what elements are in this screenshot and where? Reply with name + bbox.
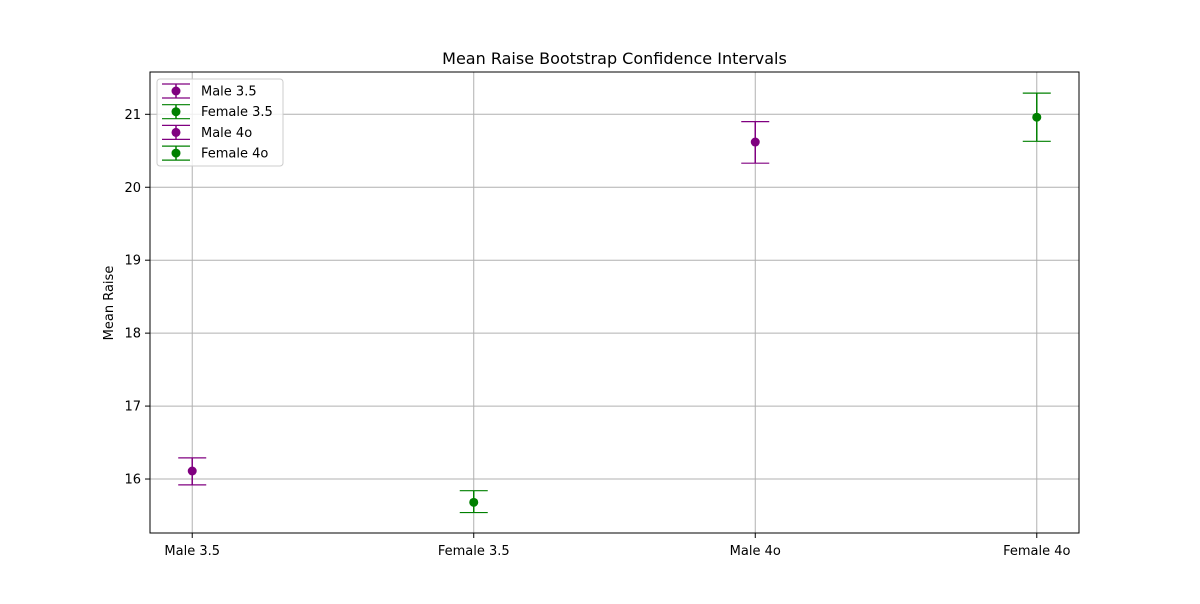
y-tick-label: 20 (124, 181, 141, 196)
legend-marker (171, 148, 181, 158)
mean-point (1032, 112, 1042, 122)
legend-marker (171, 86, 181, 96)
y-axis-label: Mean Raise (102, 266, 117, 341)
x-tick-label: Female 4o (1003, 544, 1070, 559)
legend-marker (171, 127, 181, 137)
legend-item: Female 3.5 (162, 104, 273, 120)
errorbar-group (1022, 92, 1051, 142)
mean-point (187, 466, 197, 476)
y-tick-label: 19 (124, 254, 141, 269)
chart-title: Mean Raise Bootstrap Confidence Interval… (442, 49, 787, 68)
plot-frame (149, 71, 1080, 534)
legend-marker (171, 107, 181, 117)
errorbar-group (459, 490, 488, 514)
y-tick-label: 18 (124, 327, 141, 342)
errorbar-group (178, 457, 207, 486)
x-tick-label: Male 4o (730, 544, 781, 559)
legend-item: Male 4o (162, 124, 252, 141)
grid-layer (150, 72, 1079, 533)
legend-item: Female 4o (162, 145, 268, 162)
mean-point (750, 137, 760, 147)
legend-label: Male 4o (201, 126, 252, 141)
y-tick-label: 16 (124, 473, 141, 488)
legend-label: Female 4o (201, 147, 268, 162)
legend-item: Male 3.5 (162, 83, 257, 100)
mean-point (469, 497, 479, 507)
y-tick-label: 21 (124, 108, 141, 123)
x-tick-label: Male 3.5 (164, 544, 220, 559)
legend-label: Female 3.5 (201, 105, 273, 120)
y-tick-label: 17 (124, 400, 141, 415)
errorbar-group (741, 121, 770, 164)
legend: Male 3.5 Female 3.5 Male 4o Female 4o (156, 78, 284, 167)
legend-box (156, 78, 284, 167)
axis-layer: Male 3.5 Female 3.5 Male 4o Female 4o 16 17 18… (124, 108, 1070, 559)
x-tick-label: Female 3.5 (438, 544, 510, 559)
errorbar-layer (178, 92, 1051, 514)
legend-label: Male 3.5 (201, 85, 257, 100)
